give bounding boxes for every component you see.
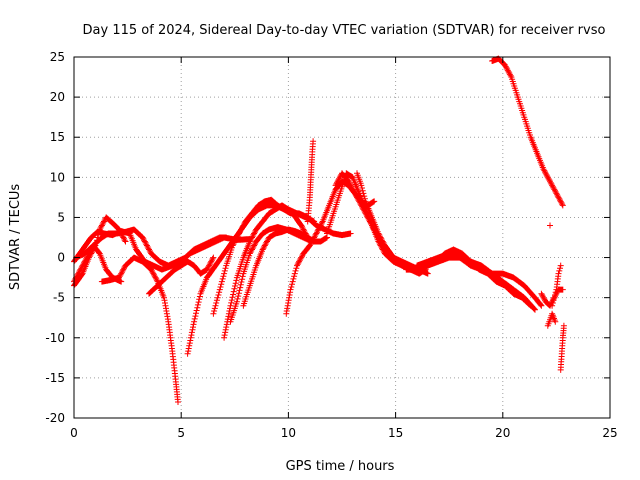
data-point-marks bbox=[146, 254, 217, 297]
data-point-marks bbox=[489, 55, 566, 209]
data-point-marks bbox=[549, 262, 564, 309]
y-tick-label: 25 bbox=[50, 50, 65, 64]
y-tick-labels: -20 -15 -10 -5 0 5 10 15 20 25 bbox=[45, 50, 65, 425]
series-track-22 bbox=[549, 262, 564, 309]
data-point-marks bbox=[240, 226, 330, 309]
data-point-marks bbox=[557, 322, 567, 373]
series-track-5 bbox=[98, 254, 181, 405]
series-track-25 bbox=[547, 222, 553, 229]
series-track-14 bbox=[324, 170, 429, 277]
x-tick-label: 0 bbox=[70, 426, 78, 440]
y-tick-label: -10 bbox=[45, 331, 65, 345]
chart-title: Day 115 of 2024, Sidereal Day-to-day VTE… bbox=[83, 23, 606, 38]
y-tick-label: -15 bbox=[45, 371, 65, 385]
data-point-marks bbox=[547, 222, 553, 229]
data-point-marks bbox=[221, 202, 318, 341]
series-track-11 bbox=[240, 226, 330, 309]
y-tick-label: 15 bbox=[50, 130, 65, 144]
y-tick-label: -20 bbox=[45, 411, 65, 425]
plot-frame bbox=[73, 56, 611, 419]
x-tick-labels: 0 5 10 15 20 25 bbox=[70, 426, 617, 440]
series-track-9 bbox=[221, 202, 318, 341]
data-marks bbox=[71, 55, 567, 405]
series-track-23 bbox=[557, 322, 567, 373]
y-tick-label: 20 bbox=[50, 90, 65, 104]
axis-ticks bbox=[73, 56, 611, 419]
data-point-marks bbox=[304, 138, 317, 225]
x-tick-label: 5 bbox=[177, 426, 185, 440]
data-point-marks bbox=[98, 254, 181, 405]
series-track-20 bbox=[489, 55, 566, 209]
x-tick-label: 25 bbox=[602, 426, 617, 440]
y-tick-label: -5 bbox=[53, 291, 65, 305]
x-tick-label: 10 bbox=[281, 426, 296, 440]
series-track-13 bbox=[304, 138, 317, 225]
x-tick-label: 20 bbox=[495, 426, 510, 440]
y-axis-label: SDTVAR / TECUs bbox=[8, 184, 23, 291]
data-point-marks bbox=[414, 250, 545, 309]
data-point-marks bbox=[324, 170, 429, 277]
series-track-24 bbox=[544, 310, 559, 329]
series-track-6 bbox=[146, 254, 217, 297]
series-track-19 bbox=[414, 250, 545, 309]
x-tick-label: 15 bbox=[388, 426, 403, 440]
data-point-marks bbox=[544, 310, 559, 329]
y-tick-label: 0 bbox=[57, 251, 65, 265]
x-axis-label: GPS time / hours bbox=[286, 459, 395, 474]
y-tick-label: 10 bbox=[50, 170, 65, 184]
y-tick-label: 5 bbox=[57, 210, 65, 224]
